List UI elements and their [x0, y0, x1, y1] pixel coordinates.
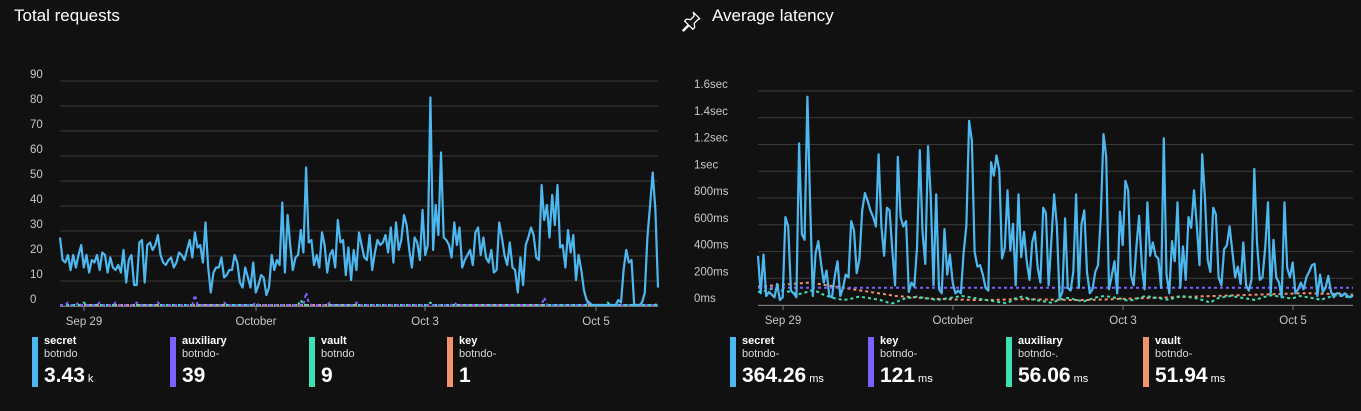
chart-title: Total requests [14, 6, 120, 25]
x-tick-label: Sep 29 [66, 316, 102, 328]
legend: secret botndo 3.43 k auxiliary botndo- 39… [0, 335, 672, 395]
legend-value: 39 [182, 364, 206, 387]
legend-series-name: key [459, 335, 478, 347]
y-tick-label: 1.4sec [694, 106, 728, 118]
y-tick-label: 200ms [694, 266, 729, 278]
x-tick-label: October [236, 316, 277, 328]
y-tick-label: 20 [30, 244, 43, 256]
series-line-auxiliary [60, 291, 658, 306]
legend-series-sub: botndo [321, 348, 355, 360]
total-requests-chart[interactable]: 0 10 20 30 40 50 60 70 80 90 Sep 29 October Oct 3 Oct… [0, 0, 672, 335]
legend-series-name: key [880, 335, 899, 347]
legend-swatch [1143, 337, 1149, 387]
legend: secret botndo- 364.26 ms key botndo- 121 m… [676, 335, 1361, 395]
legend-unit: ms [1073, 373, 1089, 385]
legend-swatch [730, 337, 736, 387]
x-tick-label: Oct 5 [582, 316, 609, 328]
y-tick-label: 0ms [694, 293, 716, 305]
y-tick-label: 30 [30, 219, 43, 231]
chart-title: Average latency [712, 6, 834, 25]
legend-value: 9 [321, 364, 333, 387]
legend-value: 3.43 [44, 364, 85, 387]
x-tick-label: Oct 3 [411, 316, 438, 328]
y-tick-label: 0 [30, 294, 36, 306]
y-tick-label: 1.2sec [694, 133, 728, 145]
legend-unit: ms [918, 373, 933, 385]
legend-series-sub: botndo [44, 348, 78, 360]
y-tick-label: 90 [30, 69, 43, 81]
legend-series-sub: botndo- [182, 348, 220, 360]
legend-swatch [309, 337, 315, 387]
series-line-auxiliary [757, 286, 1354, 305]
legend-unit: k [87, 373, 94, 385]
legend-unit: ms [809, 373, 824, 385]
y-tick-label: 40 [30, 194, 43, 206]
y-tick-label: 80 [30, 94, 43, 106]
y-tick-label: 400ms [694, 240, 729, 252]
y-tick-label: 800ms [694, 186, 729, 198]
y-tick-label: 70 [30, 119, 43, 131]
legend-series-name: vault [321, 335, 347, 347]
pin-icon[interactable] [680, 10, 702, 32]
legend-series-sub: botndo- [742, 348, 780, 360]
legend-swatch [32, 337, 38, 387]
x-tick-label: Oct 5 [1279, 315, 1306, 327]
legend-value: 56.06 [1018, 364, 1071, 387]
legend-swatch [170, 337, 176, 387]
total-requests-panel: Total requests 0 10 20 30 40 50 60 70 80 90 Sep 29… [0, 0, 672, 411]
legend-series-name: vault [1155, 335, 1181, 347]
y-tick-label: 60 [30, 144, 43, 156]
y-tick-label: 600ms [694, 213, 729, 225]
series-line-secret [756, 95, 1354, 302]
legend-swatch [447, 337, 453, 387]
x-tick-label: Oct 3 [1109, 315, 1136, 327]
legend-series-name: secret [44, 335, 77, 347]
x-tick-label: October [933, 315, 974, 327]
legend-value: 121 [880, 364, 916, 387]
legend-series-name: auxiliary [1018, 335, 1063, 347]
legend-series-name: secret [742, 335, 775, 347]
series-line-vault [60, 299, 658, 306]
y-tick-label: 1.6sec [694, 79, 728, 91]
series-line-secret [58, 96, 660, 307]
legend-swatch [1006, 337, 1012, 387]
legend-series-name: auxiliary [182, 335, 227, 347]
legend-series-sub: botndo-. [1018, 348, 1059, 360]
legend-value: 51.94 [1155, 364, 1208, 387]
x-tick-label: Sep 29 [765, 315, 801, 327]
y-tick-label: 10 [30, 269, 43, 281]
y-tick-label: 1sec [694, 159, 719, 171]
legend-series-sub: botndo- [880, 348, 918, 360]
legend-swatch [868, 337, 874, 387]
y-tick-label: 50 [30, 169, 43, 181]
legend-series-sub: botndo- [459, 348, 497, 360]
average-latency-panel: Average latency 0ms 200ms 400ms 600ms 800ms 1… [676, 0, 1361, 411]
legend-value: 364.26 [742, 364, 807, 387]
average-latency-chart[interactable]: 0ms 200ms 400ms 600ms 800ms 1sec 1.2sec 1.4sec 1… [676, 0, 1361, 335]
legend-series-sub: botndo- [1155, 348, 1193, 360]
legend-unit: ms [1210, 373, 1226, 385]
legend-value: 1 [459, 364, 471, 387]
